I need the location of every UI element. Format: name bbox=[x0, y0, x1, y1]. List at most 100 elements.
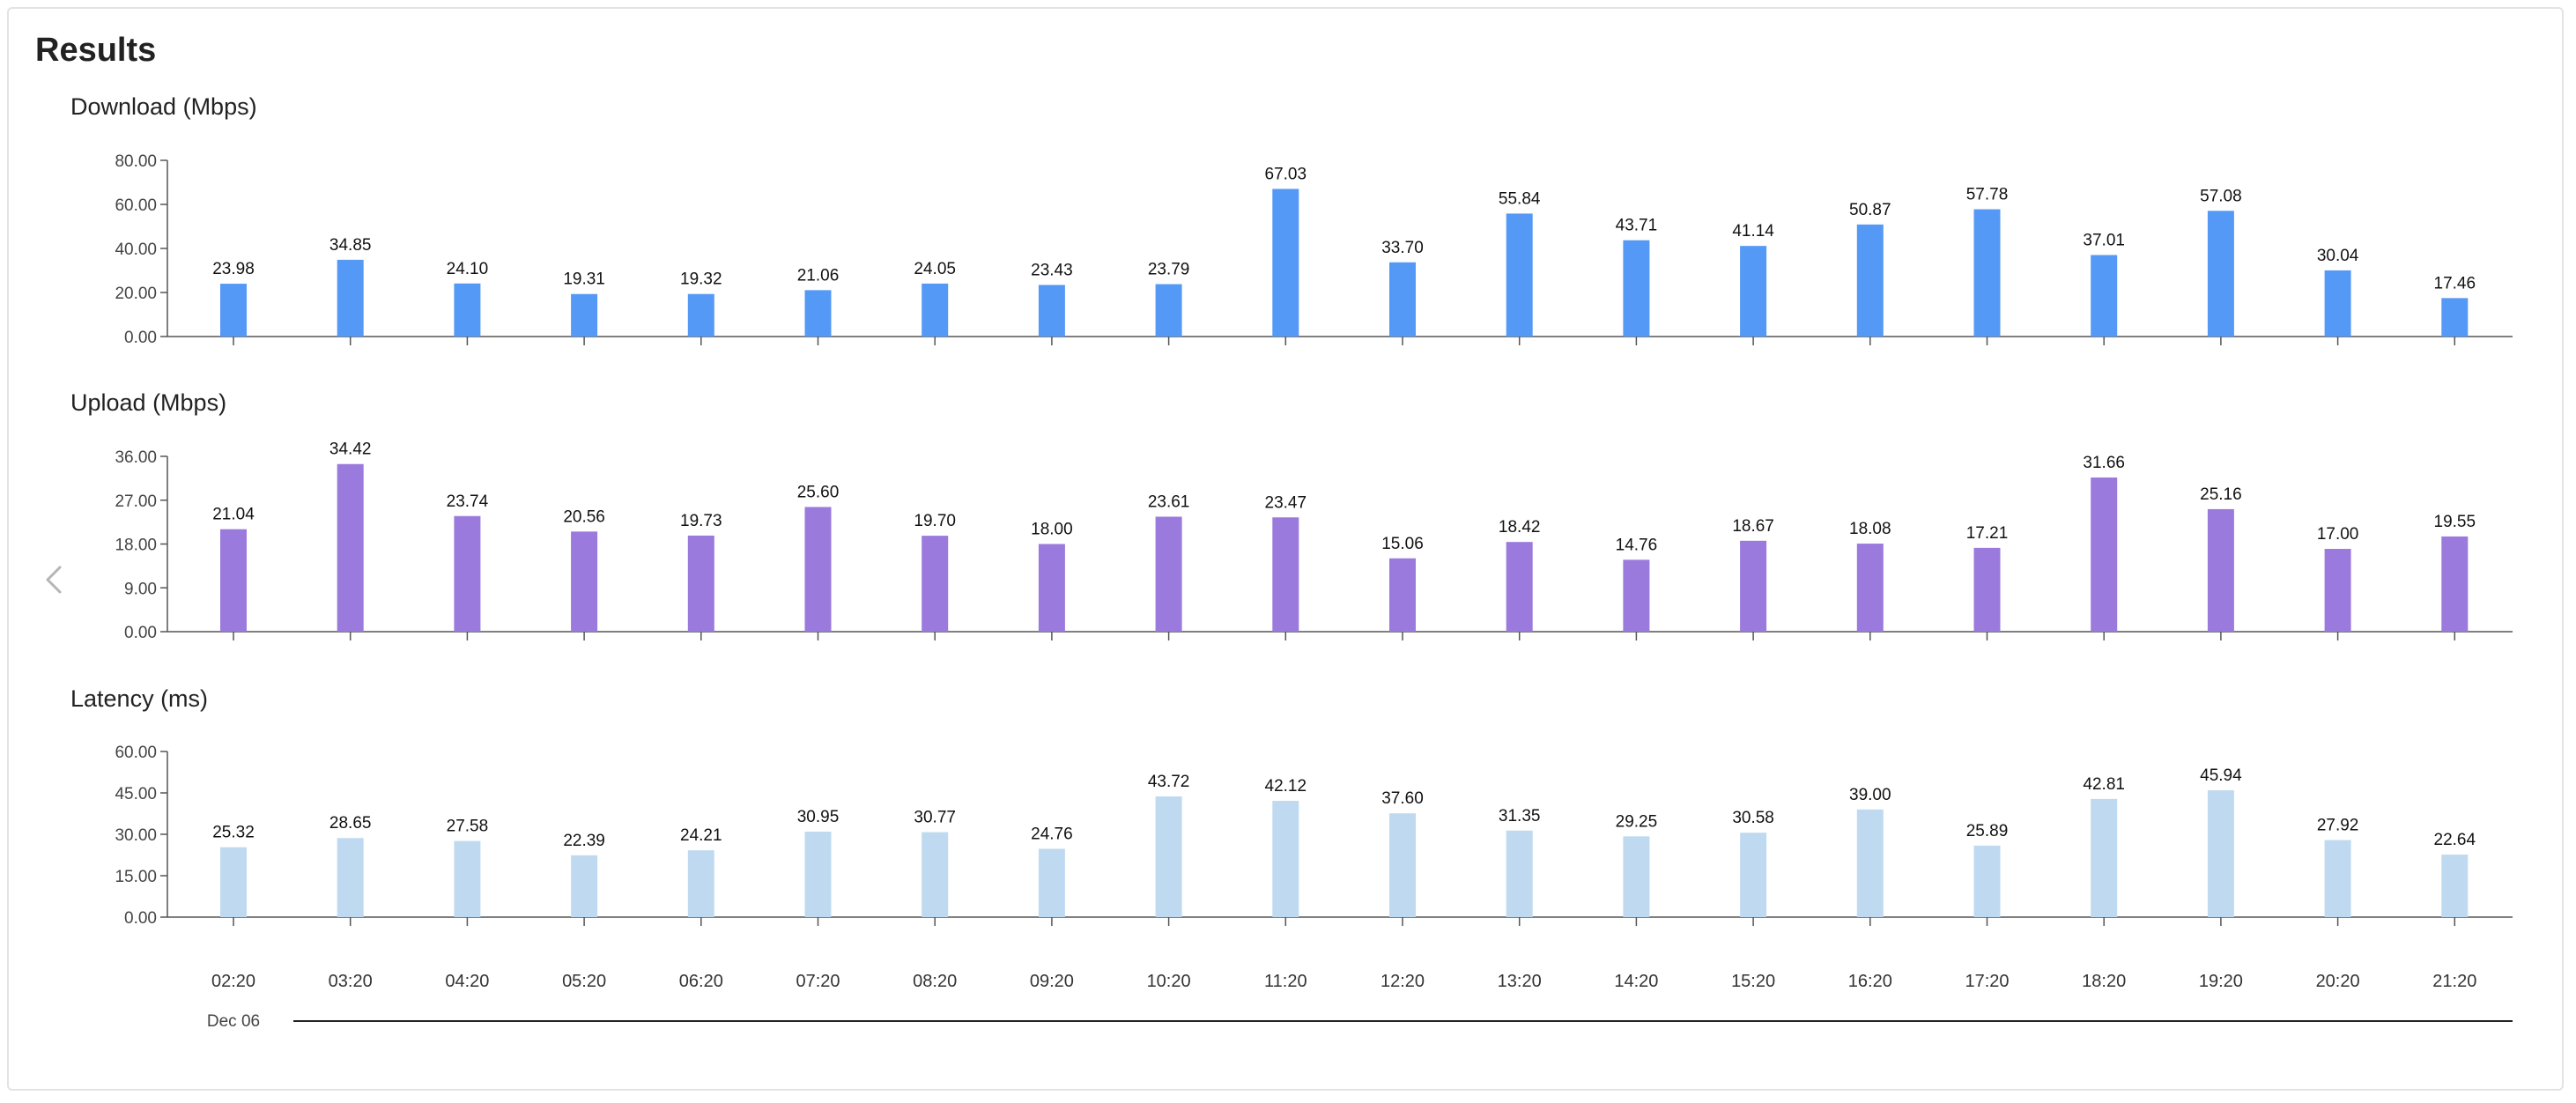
latency-value-label: 22.39 bbox=[563, 832, 605, 850]
download-value-label: 50.87 bbox=[1849, 201, 1891, 219]
download-bar bbox=[1038, 285, 1065, 337]
upload-bar bbox=[454, 515, 481, 632]
download-value-label: 23.43 bbox=[1031, 261, 1073, 279]
time-axis-label: 13:20 bbox=[1498, 972, 1542, 991]
download-value-label: 67.03 bbox=[1265, 165, 1307, 183]
upload-bar bbox=[1272, 517, 1299, 632]
download-y-tick-label: 80.00 bbox=[115, 152, 157, 171]
latency-bar bbox=[2324, 840, 2351, 917]
time-axis-label: 04:20 bbox=[445, 972, 489, 991]
download-bar bbox=[2207, 211, 2234, 337]
time-axis-label: 05:20 bbox=[562, 972, 606, 991]
upload-value-label: 19.55 bbox=[2434, 513, 2476, 531]
upload-value-label: 34.42 bbox=[329, 440, 372, 459]
page-title: Results bbox=[35, 32, 157, 69]
upload-bar bbox=[571, 531, 598, 632]
latency-value-label: 31.35 bbox=[1499, 807, 1541, 825]
latency-y-tick-label: 60.00 bbox=[115, 744, 157, 762]
download-value-label: 30.04 bbox=[2317, 247, 2359, 265]
download-bar bbox=[804, 290, 832, 337]
latency-value-label: 39.00 bbox=[1849, 786, 1891, 804]
time-axis-label: 02:20 bbox=[211, 972, 255, 991]
download-bar bbox=[2091, 255, 2118, 337]
download-bar bbox=[1272, 189, 1299, 337]
download-bar bbox=[571, 293, 598, 337]
upload-value-label: 23.47 bbox=[1265, 493, 1307, 512]
latency-value-label: 25.89 bbox=[1966, 822, 2009, 840]
download-bar bbox=[1973, 209, 2001, 337]
latency-y-tick-label: 15.00 bbox=[115, 868, 157, 886]
upload-y-tick-label: 18.00 bbox=[115, 537, 157, 555]
upload-value-label: 18.42 bbox=[1499, 518, 1541, 537]
latency-value-label: 27.58 bbox=[447, 818, 489, 836]
time-axis-label: 16:20 bbox=[1848, 972, 1892, 991]
download-bar bbox=[1856, 224, 1884, 337]
download-bar bbox=[454, 283, 481, 337]
latency-bar bbox=[1038, 848, 1065, 917]
latency-bar bbox=[2207, 790, 2234, 917]
upload-bar bbox=[1155, 516, 1182, 632]
upload-value-label: 25.16 bbox=[2200, 485, 2242, 504]
latency-y-tick-label: 45.00 bbox=[115, 785, 157, 803]
download-chart-title: Download (Mbps) bbox=[70, 93, 257, 120]
time-axis-label: 07:20 bbox=[796, 972, 840, 991]
upload-value-label: 15.06 bbox=[1381, 535, 1424, 553]
latency-value-label: 30.77 bbox=[914, 809, 956, 827]
download-y-tick-label: 40.00 bbox=[115, 241, 157, 259]
upload-bar bbox=[2207, 508, 2234, 632]
download-bar bbox=[1623, 240, 1650, 337]
upload-bar bbox=[1038, 544, 1065, 632]
latency-bar bbox=[454, 840, 481, 917]
download-bar bbox=[922, 283, 949, 337]
download-y-tick-label: 20.00 bbox=[115, 285, 157, 303]
upload-value-label: 18.00 bbox=[1031, 521, 1073, 539]
download-value-label: 24.10 bbox=[447, 260, 489, 278]
latency-bar bbox=[337, 838, 364, 917]
upload-bar bbox=[804, 507, 832, 632]
time-axis-label: 06:20 bbox=[679, 972, 723, 991]
time-axis-label: 09:20 bbox=[1030, 972, 1074, 991]
latency-value-label: 45.94 bbox=[2200, 766, 2242, 785]
latency-value-label: 24.21 bbox=[680, 826, 722, 845]
upload-y-tick-label: 9.00 bbox=[124, 580, 157, 598]
upload-bar bbox=[1856, 544, 1884, 632]
time-axis-label: 12:20 bbox=[1381, 972, 1425, 991]
download-bar bbox=[687, 293, 714, 337]
upload-value-label: 17.00 bbox=[2317, 525, 2359, 544]
previous-button[interactable] bbox=[41, 560, 69, 599]
download-bar bbox=[337, 259, 364, 337]
download-bar bbox=[1506, 213, 1533, 337]
latency-bar bbox=[1506, 830, 1533, 917]
download-value-label: 19.31 bbox=[563, 270, 605, 289]
latency-value-label: 30.95 bbox=[797, 808, 840, 826]
download-bar bbox=[1740, 246, 1767, 337]
download-value-label: 43.71 bbox=[1616, 217, 1658, 235]
latency-bar bbox=[2441, 855, 2469, 917]
upload-value-label: 19.73 bbox=[680, 512, 722, 530]
latency-value-label: 28.65 bbox=[329, 814, 372, 833]
latency-bar bbox=[1973, 845, 2001, 917]
time-axis-label: 10:20 bbox=[1147, 972, 1191, 991]
time-axis-label: 14:20 bbox=[1614, 972, 1658, 991]
download-value-label: 17.46 bbox=[2434, 274, 2476, 292]
upload-y-tick-label: 0.00 bbox=[124, 624, 157, 642]
latency-chart-title: Latency (ms) bbox=[70, 685, 209, 712]
download-bar bbox=[220, 284, 247, 337]
download-y-tick-label: 0.00 bbox=[124, 329, 157, 347]
latency-bar bbox=[1272, 801, 1299, 917]
latency-value-label: 22.64 bbox=[2434, 831, 2476, 849]
latency-value-label: 42.12 bbox=[1265, 777, 1307, 796]
upload-bar bbox=[1740, 540, 1767, 632]
upload-bar bbox=[220, 529, 247, 632]
time-axis-label: 08:20 bbox=[913, 972, 957, 991]
upload-bar bbox=[1506, 542, 1533, 632]
download-bar bbox=[2441, 298, 2469, 337]
latency-bar bbox=[804, 832, 832, 917]
download-bar bbox=[2324, 270, 2351, 337]
download-value-label: 23.98 bbox=[212, 260, 255, 278]
download-value-label: 57.78 bbox=[1966, 186, 2009, 204]
latency-value-label: 30.58 bbox=[1732, 809, 1774, 827]
upload-value-label: 18.08 bbox=[1849, 520, 1891, 538]
upload-bar bbox=[2091, 477, 2118, 632]
upload-value-label: 25.60 bbox=[797, 483, 840, 501]
